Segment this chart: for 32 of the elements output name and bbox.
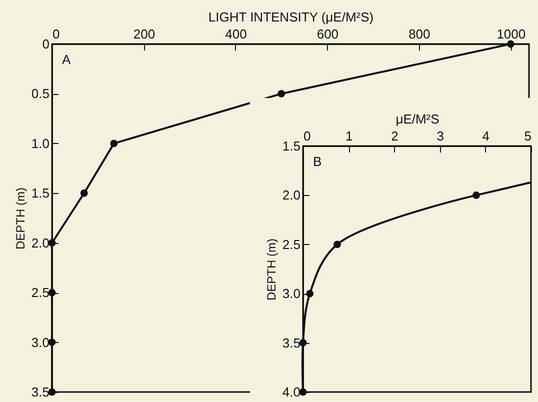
y-tick-label: 3.0 <box>31 334 50 350</box>
x-axis-title: LIGHT INTENSITY (μE/M²S) <box>208 10 374 24</box>
x-tick-label: 4 <box>482 128 490 144</box>
x-tick-label: 400 <box>225 26 247 42</box>
y-tick-label: 3.0 <box>282 286 300 302</box>
x-tick-label: 5 <box>524 128 532 144</box>
x-tick-label: 2 <box>391 128 398 144</box>
y-tick-label: 2.5 <box>282 236 300 252</box>
y-tick-label: 0 <box>42 36 50 52</box>
y-tick-label: 4.0 <box>282 384 300 400</box>
y-tick-label: 2.0 <box>282 188 300 203</box>
annotation: A <box>62 52 71 67</box>
y-axis-title: DEPTH (m) <box>13 188 28 250</box>
x-axis-title: μE/M²S <box>396 112 440 126</box>
y-tick-label: 1.0 <box>31 136 50 151</box>
y-tick-label: 3.5 <box>282 335 300 350</box>
x-tick-label: 3 <box>436 128 444 144</box>
x-tick-label: 0 <box>304 128 311 144</box>
y-tick-label: 1.5 <box>282 138 300 154</box>
y-tick-label: 1.5 <box>31 186 50 201</box>
x-tick-label: 200 <box>133 26 156 42</box>
y-tick-label: 2.0 <box>31 235 50 250</box>
x-tick-label: 600 <box>316 26 339 42</box>
annotation: B <box>313 154 322 169</box>
y-axis-title: DEPTH (m) <box>264 238 278 300</box>
x-tick-label: 800 <box>408 26 430 42</box>
x-tick-label: 1000 <box>496 26 526 42</box>
y-tick-label: 2.5 <box>31 285 50 300</box>
x-tick-label: 0 <box>52 26 60 42</box>
x-tick-label: 1 <box>345 128 353 144</box>
y-tick-label: 3.5 <box>31 384 50 400</box>
y-tick-label: 0.5 <box>31 86 50 102</box>
